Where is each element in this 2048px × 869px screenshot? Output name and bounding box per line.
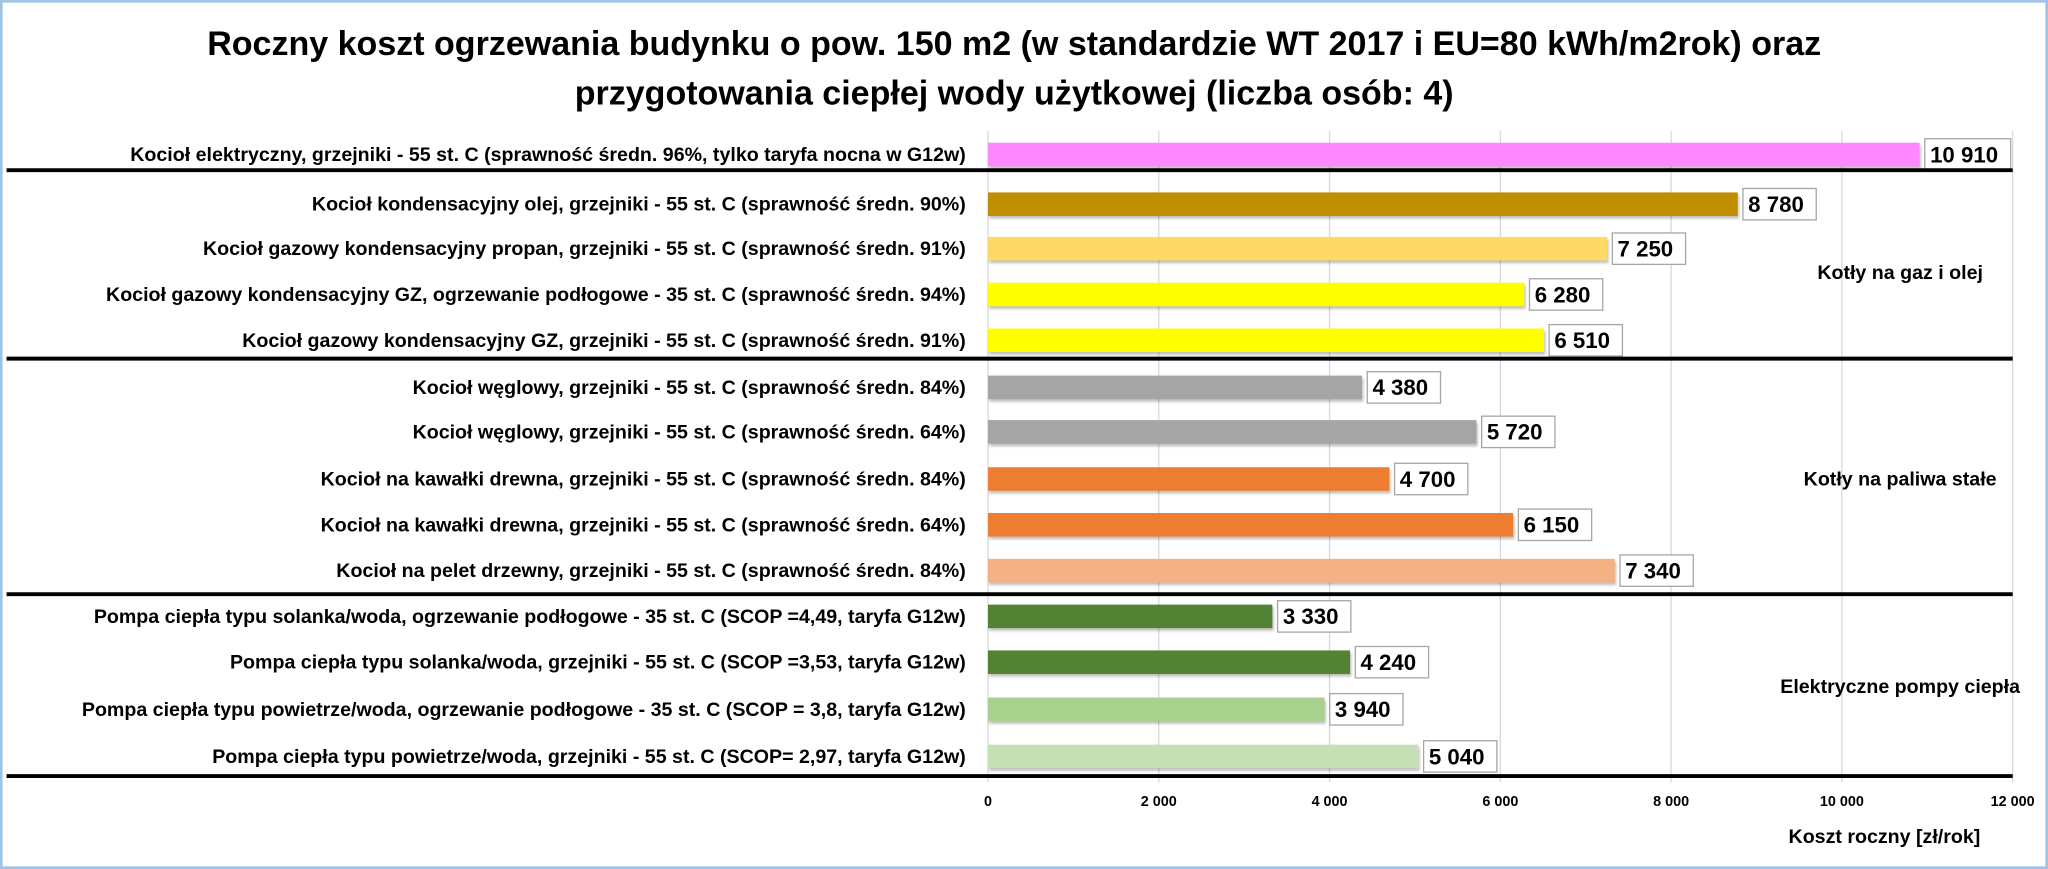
bar [988,236,1608,261]
chart-title-line-1: Roczny koszt ogrzewania budynku o pow. 1… [207,25,1821,63]
bar [988,650,1351,674]
data-label-box [1354,645,1430,679]
data-label: 6 150 [1524,513,1580,538]
x-tick-label: 8 000 [1653,794,1689,810]
data-label-box [1393,462,1469,496]
data-label: 3 330 [1283,604,1339,629]
x-tick-label: 10 000 [1820,794,1864,810]
data-label: 5 040 [1429,744,1485,769]
x-tick-label: 2 000 [1141,794,1177,810]
data-label: 7 340 [1625,558,1681,583]
bar [988,513,1514,537]
category-label: Kocioł gazowy kondensacyjny propan, grze… [203,238,966,260]
data-label-box [1528,278,1604,311]
category-label: Kocioł elektryczny, grzejniki - 55 st. C… [130,144,966,166]
bar [988,375,1363,400]
bar [988,282,1525,307]
category-label: Kocioł gazowy kondensacyjny GZ, ogrzewan… [106,284,966,306]
category-label: Kocioł na kawałki drewna, grzejniki - 55… [321,469,966,491]
category-label: Pompa ciepła typu solanka/woda, ogrzewan… [94,606,966,628]
group-label: Kotły na paliwa stałe [1804,469,1997,491]
category-label: Pompa ciepła typu powietrze/woda, grzejn… [212,746,966,768]
category-label: Pompa ciepła typu powietrze/woda, ogrzew… [82,699,966,721]
data-label-box [1517,508,1593,542]
category-label: Kocioł kondensacyjny olej, grzejniki - 5… [312,194,966,216]
data-label: 6 510 [1554,328,1610,353]
bar [988,467,1390,491]
data-label: 4 700 [1400,467,1456,492]
category-label: Kocioł węglowy, grzejniki - 55 st. C (sp… [413,377,966,399]
bar [988,328,1544,353]
chart-title-line-2: przygotowania ciepłej wody użytkowej (li… [575,75,1454,113]
data-label: 8 780 [1748,192,1804,217]
data-label: 4 240 [1361,650,1417,675]
x-axis-title: Koszt roczny [zł/rok] [1789,826,1981,848]
data-label-box [1548,323,1624,357]
bar [988,192,1738,216]
x-tick-label: 6 000 [1482,794,1518,810]
data-label-box [1276,600,1352,633]
data-label: 5 720 [1487,420,1543,445]
bar [988,697,1325,722]
category-label: Kocioł węglowy, grzejniki - 55 st. C (sp… [413,421,966,443]
data-label: 10 910 [1930,142,1998,167]
data-label-box [1924,138,2012,171]
data-label-box [1742,187,1817,221]
group-label: Elektryczne pompy ciepła [1780,676,2021,698]
data-label-box [1422,740,1498,773]
group-label: Kotły na gaz i olej [1817,262,1983,284]
data-label-box [1611,232,1687,266]
bar [988,604,1273,629]
category-label: Pompa ciepła typu solanka/woda, grzejnik… [230,652,966,674]
data-label: 6 280 [1535,282,1591,307]
category-label: Kocioł na kawałki drewna, grzejniki - 55… [321,514,966,536]
x-tick-label: 0 [984,794,992,810]
bar [988,420,1477,444]
x-tick-label: 12 000 [1991,794,2035,810]
x-tick-label: 4 000 [1312,794,1348,810]
data-label-box [1619,554,1694,587]
bar [988,744,1419,769]
data-label-box [1366,371,1442,404]
data-label: 7 250 [1618,237,1674,262]
data-label: 4 380 [1372,375,1428,400]
category-label: Kocioł na pelet drzewny, grzejniki - 55 … [336,560,965,582]
bar [988,142,1920,167]
data-label-box [1481,415,1556,449]
data-label: 3 940 [1335,697,1391,722]
bar [988,558,1615,583]
category-label: Kocioł gazowy kondensacyjny GZ, grzejnik… [242,330,966,352]
data-label-box [1329,692,1404,726]
